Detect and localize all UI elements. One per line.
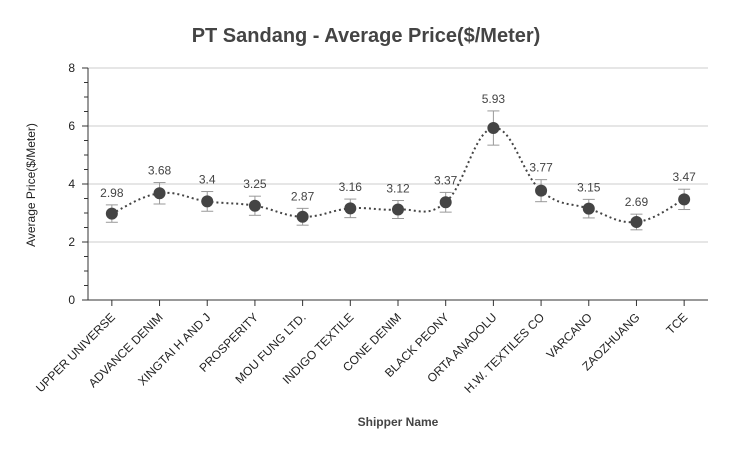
chart-title: PT Sandang - Average Price($/Meter)	[192, 25, 541, 47]
data-label: 3.4	[199, 173, 216, 187]
data-point	[678, 193, 691, 206]
grid	[88, 67, 708, 243]
data-point	[439, 196, 452, 209]
x-tick-label: H.W. TEXTILES CO	[462, 310, 548, 396]
y-axis-title: Average Price($/Meter)	[24, 123, 38, 247]
y-tick-label: 4	[68, 177, 75, 191]
data-label: 3.37	[434, 173, 458, 187]
data-label: 2.98	[100, 186, 124, 200]
x-tick-label: TCE	[663, 310, 690, 337]
y-tick-label: 0	[68, 293, 75, 307]
data-label: 3.12	[386, 182, 410, 196]
data-point	[535, 184, 548, 197]
data-points	[105, 122, 691, 228]
axes: 0 2 4 6 8	[68, 61, 708, 307]
x-tick-label: UPPER UNIVERSE	[33, 310, 118, 395]
data-label: 3.47	[672, 170, 696, 184]
y-tick-label: 2	[68, 235, 75, 249]
data-label: 3.25	[243, 177, 267, 191]
data-point	[248, 199, 261, 212]
data-point	[487, 122, 500, 135]
data-point	[344, 202, 357, 215]
x-axis-title: Shipper Name	[358, 415, 439, 429]
data-label: 3.68	[148, 164, 172, 178]
data-point	[582, 202, 595, 215]
data-labels: 2.98 3.68 3.4 3.25 2.87 3.16 3.12 3.37 5.93 3.77 3…	[100, 92, 696, 209]
data-point	[392, 203, 404, 216]
y-tick-label: 6	[68, 119, 75, 133]
x-tick-label: VARCANO	[544, 310, 595, 361]
data-point	[105, 207, 118, 220]
data-label: 2.69	[625, 195, 649, 209]
data-point	[153, 187, 166, 200]
y-tick-label: 8	[68, 61, 75, 75]
data-point	[201, 195, 214, 208]
data-label: 3.77	[529, 161, 553, 175]
data-point	[296, 210, 309, 223]
data-label: 3.16	[339, 180, 363, 194]
data-label: 5.93	[482, 92, 506, 106]
data-label: 2.87	[291, 189, 315, 203]
data-point	[630, 215, 643, 228]
data-label: 3.15	[577, 180, 601, 194]
